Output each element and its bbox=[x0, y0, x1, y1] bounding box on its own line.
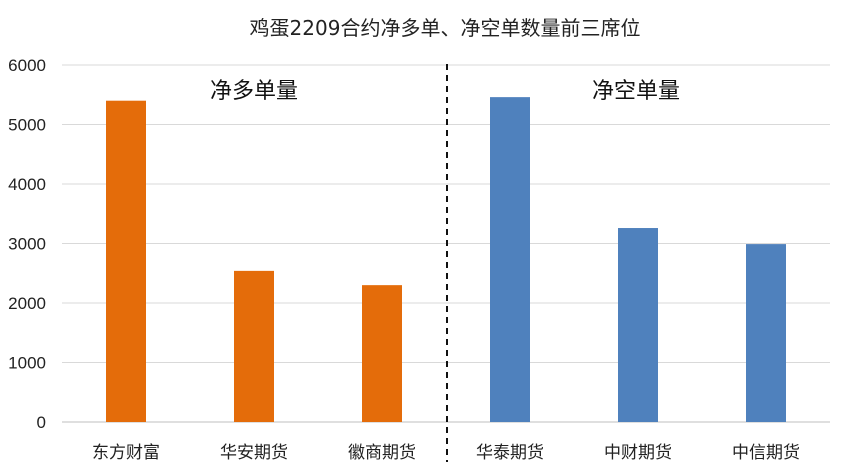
x-category-label: 中信期货 bbox=[732, 443, 800, 463]
y-tick-label: 5000 bbox=[8, 116, 46, 135]
x-category-label: 华安期货 bbox=[220, 443, 288, 463]
y-axis-ticks: 0 1000 2000 3000 4000 5000 6000 bbox=[8, 56, 46, 432]
bar bbox=[106, 100, 146, 422]
x-category-label: 中财期货 bbox=[604, 443, 672, 463]
x-category-label: 徽商期货 bbox=[348, 443, 416, 463]
x-category-label: 东方财富 bbox=[92, 443, 160, 463]
annotation-net-long: 净多单量 bbox=[210, 79, 298, 104]
y-tick-label: 4000 bbox=[8, 175, 46, 194]
y-tick-label: 1000 bbox=[8, 354, 46, 373]
bar bbox=[746, 244, 786, 422]
annotation-net-short: 净空单量 bbox=[592, 79, 680, 104]
y-tick-label: 3000 bbox=[8, 235, 46, 254]
bars bbox=[106, 97, 786, 422]
bar bbox=[234, 270, 274, 422]
x-category-label: 华泰期货 bbox=[476, 443, 544, 463]
y-tick-label: 0 bbox=[37, 413, 46, 432]
y-tick-label: 6000 bbox=[8, 56, 46, 75]
bar bbox=[618, 228, 658, 422]
y-tick-label: 2000 bbox=[8, 294, 46, 313]
bar bbox=[490, 97, 530, 422]
bar bbox=[362, 285, 402, 422]
x-axis-categories: 东方财富 华安期货 徽商期货 华泰期货 中财期货 中信期货 bbox=[92, 443, 800, 463]
chart-title: 鸡蛋2209合约净多单、净空单数量前三席位 bbox=[250, 16, 641, 40]
